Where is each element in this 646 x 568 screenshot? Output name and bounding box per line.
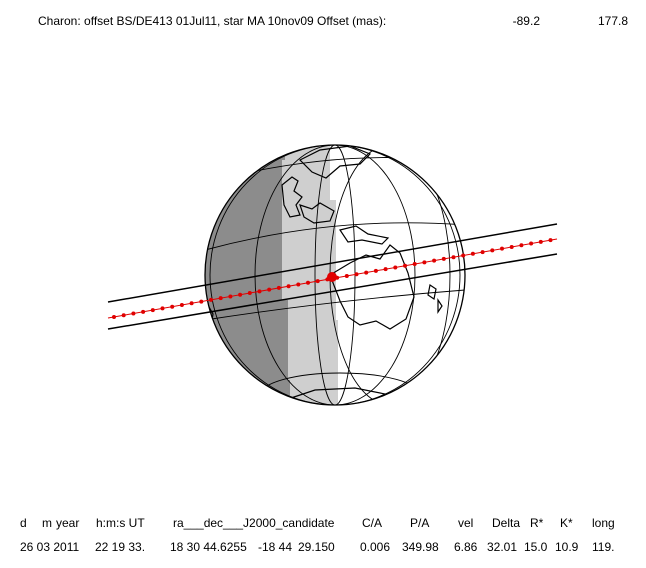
path-dot [548, 238, 553, 243]
path-dot [451, 255, 456, 260]
path-dot [247, 291, 252, 296]
path-dot [315, 279, 320, 284]
path-dot [470, 251, 475, 256]
column-header: m [42, 516, 52, 530]
path-dot [383, 267, 388, 272]
path-dot [393, 265, 398, 270]
cell: 18 30 44.6255 [170, 540, 247, 554]
shadow-edge-south [107, 253, 558, 330]
column-header: vel [458, 516, 473, 530]
shadow-edge-north [107, 223, 558, 303]
path-dot [373, 268, 378, 273]
column-header: C/A [362, 516, 382, 530]
cell: 119. [592, 540, 614, 554]
column-header: d [20, 516, 27, 530]
path-dot [218, 296, 223, 301]
path-dot [170, 304, 175, 309]
column-header: h:m:s UT [96, 516, 145, 530]
path-dot [538, 239, 543, 244]
path-dot [150, 308, 155, 313]
offset-dec: 177.8 [598, 14, 628, 28]
centerline-dots [112, 238, 553, 319]
column-header: Delta [492, 516, 520, 530]
path-dot [509, 244, 514, 249]
path-dot [112, 314, 116, 319]
column-header: long [592, 516, 615, 530]
path-dot [189, 301, 194, 306]
column-header: K* [560, 516, 573, 530]
path-dot [344, 273, 349, 278]
cell: 6.86 [454, 540, 478, 554]
cell: 29.150 [298, 540, 335, 554]
path-dot [490, 248, 495, 253]
path-dot [296, 282, 301, 287]
path-dot [160, 306, 165, 311]
column-header: year [56, 516, 79, 530]
column-header: ra___dec___J2000_candidate [173, 516, 335, 530]
cell: 10.9 [555, 540, 579, 554]
path-dot [441, 256, 446, 261]
path-dot [257, 289, 262, 294]
column-header: P/A [410, 516, 429, 530]
path-dot [209, 297, 213, 302]
cell: 26 03 2011 [20, 540, 79, 554]
path-dot [306, 280, 310, 285]
cell: 22 19 33. [95, 540, 145, 554]
path-dot [412, 262, 417, 267]
cell: 349.98 [402, 540, 439, 554]
path-dot [461, 253, 466, 258]
path-dot [228, 294, 233, 299]
path-dot [131, 311, 136, 316]
path-dot [276, 285, 281, 290]
event-table: d m year h:m:s UT ra___dec___J2000_candidate… [20, 516, 615, 554]
globe-limb [204, 144, 466, 406]
path-dot [121, 313, 126, 318]
column-header: R* [530, 516, 544, 530]
path-dot [141, 309, 146, 314]
cell: 32.01 [487, 540, 517, 554]
path-dot [403, 263, 407, 268]
offset-ra: -89.2 [513, 14, 541, 28]
path-dot [500, 246, 504, 251]
path-dot [199, 299, 204, 304]
path-dot [422, 260, 427, 265]
path-dot [364, 270, 369, 275]
path-dot [238, 292, 243, 297]
closest-approach [327, 272, 337, 282]
title: Charon: offset BS/DE413 01Jul11, star MA… [38, 14, 386, 28]
path-dot [432, 258, 437, 263]
path-dot [519, 243, 524, 248]
path-dot [354, 272, 359, 277]
path-dot [480, 250, 485, 255]
path-dot [286, 284, 291, 289]
cell: -18 44 [258, 540, 292, 554]
path-dot [529, 241, 534, 246]
globe-shading [205, 145, 465, 405]
path-dot [179, 302, 184, 307]
path-dot [267, 287, 272, 292]
cell: 15.0 [524, 540, 548, 554]
cell: 0.006 [360, 540, 390, 554]
